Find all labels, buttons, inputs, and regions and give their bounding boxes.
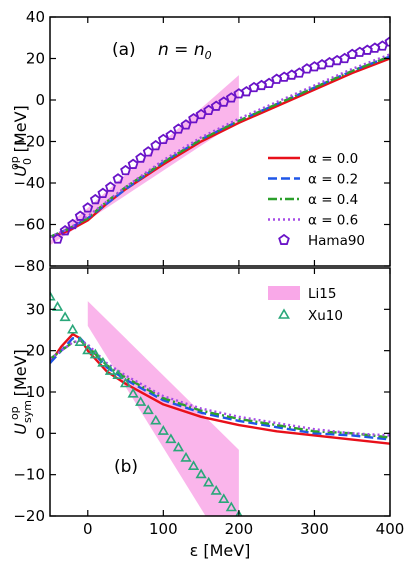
y-tick-label: −10: [13, 466, 45, 484]
point-xu10: [172, 441, 185, 452]
y-tick-label: 0: [35, 424, 45, 442]
point-xu10: [97, 356, 109, 367]
y-tick-label: −40: [13, 174, 45, 192]
point-xu10: [235, 509, 243, 516]
x-tick-label: 200: [225, 520, 254, 538]
legend-label-0-4: α = 0.4: [308, 192, 358, 208]
point-hama90: [142, 146, 154, 157]
point-hama90: [180, 119, 192, 130]
y-tick-label: −60: [13, 216, 45, 234]
point-hama90: [52, 233, 63, 244]
legend-label-xu10: Xu10: [308, 308, 343, 324]
panel-a-ylabel: U0op[MeV]: [8, 105, 34, 177]
panel-a-ticks: −80 −60 −40 −20 0 20 40: [13, 8, 391, 275]
panel-b-ylabel: Usymop[MeV]: [8, 349, 34, 434]
band-li15: [87, 301, 239, 516]
point-xu10: [89, 348, 101, 359]
panel-a-label: (a): [112, 40, 136, 60]
point-hama90: [89, 193, 101, 205]
legend-swatch-li15: [268, 286, 300, 300]
panel-b-markers: [50, 290, 243, 516]
panel-a-series: [50, 53, 390, 239]
y-tick-label: 20: [26, 50, 45, 68]
x-tick-label: 100: [149, 520, 178, 538]
legend-label-hama90: Hama90: [308, 233, 365, 249]
panel-b-label: (b): [114, 457, 138, 477]
point-hama90: [165, 129, 177, 140]
panel-b-legend: Li15 Xu10: [268, 286, 343, 324]
y-tick-label: 30: [26, 300, 45, 318]
point-hama90: [384, 36, 390, 47]
point-hama90: [127, 158, 139, 169]
point-xu10: [187, 460, 200, 470]
y-tick-label: 0: [35, 91, 45, 109]
point-xu10: [157, 425, 169, 435]
point-xu10: [50, 290, 56, 301]
panel-a-frame: [49, 16, 391, 267]
x-tick-label: 400: [376, 520, 405, 538]
point-xu10: [104, 365, 117, 375]
panel-a-markers: [52, 36, 390, 244]
legend-label-0-0: α = 0.0: [308, 151, 358, 167]
point-hama90: [105, 181, 116, 192]
point-hama90: [135, 152, 147, 163]
series-line-0-4: [50, 55, 390, 239]
point-xu10: [165, 433, 177, 444]
point-xu10: [195, 468, 207, 479]
legend-swatch-hama90: [278, 233, 290, 245]
legend-label-li15: Li15: [308, 286, 336, 302]
series-line-0-0: [50, 57, 390, 239]
point-hama90: [59, 225, 71, 236]
panel-a: −80 −60 −40 −20 0 20 40 (a) n = n0 U0op[MeV] α…: [8, 8, 391, 275]
point-xu10: [82, 344, 94, 355]
point-hama90: [67, 218, 79, 230]
point-xu10: [225, 501, 237, 512]
point-xu10: [180, 451, 192, 462]
x-axis-label: ε [MeV]: [190, 541, 251, 560]
x-tick-label: 0: [83, 520, 93, 538]
point-xu10: [218, 493, 230, 504]
series-line-0-0: [50, 332, 390, 445]
point-xu10: [112, 369, 124, 380]
y-tick-label: 20: [26, 342, 45, 360]
y-tick-label: 40: [26, 8, 45, 26]
panel-a-density-annotation: n = n0: [158, 40, 212, 62]
point-hama90: [112, 173, 124, 184]
point-xu10: [51, 301, 64, 311]
point-xu10: [135, 396, 147, 406]
legend-label-0-6: α = 0.6: [308, 213, 358, 229]
point-hama90: [120, 164, 131, 176]
series-line-0-2: [50, 337, 390, 441]
y-tick-label: −20: [13, 507, 45, 525]
point-xu10: [59, 311, 71, 322]
series-line-0-6: [50, 339, 390, 437]
x-tick-label: 300: [300, 520, 329, 538]
point-hama90: [150, 139, 162, 151]
point-xu10: [203, 476, 215, 487]
point-hama90: [74, 210, 86, 221]
point-xu10: [74, 336, 86, 346]
panel-b-band: [87, 301, 239, 516]
point-hama90: [97, 187, 109, 199]
y-tick-label: −20: [13, 133, 45, 151]
panel-b-series: [50, 332, 390, 445]
series-line-0-4: [50, 339, 390, 439]
point-xu10: [210, 484, 222, 495]
point-xu10: [67, 323, 79, 334]
point-xu10: [119, 377, 132, 388]
legend-swatch-xu10: [278, 308, 290, 319]
y-tick-label: −80: [13, 257, 45, 275]
y-tick-label: 10: [26, 383, 45, 401]
point-hama90: [82, 202, 94, 213]
point-xu10: [150, 414, 162, 425]
panel-a-legend: α = 0.0 α = 0.2 α = 0.4 α = 0.6 Hama90: [268, 151, 365, 249]
point-xu10: [142, 404, 154, 415]
legend-label-0-2: α = 0.2: [308, 172, 358, 188]
point-xu10: [127, 387, 139, 398]
panel-b-frame: [49, 267, 391, 517]
